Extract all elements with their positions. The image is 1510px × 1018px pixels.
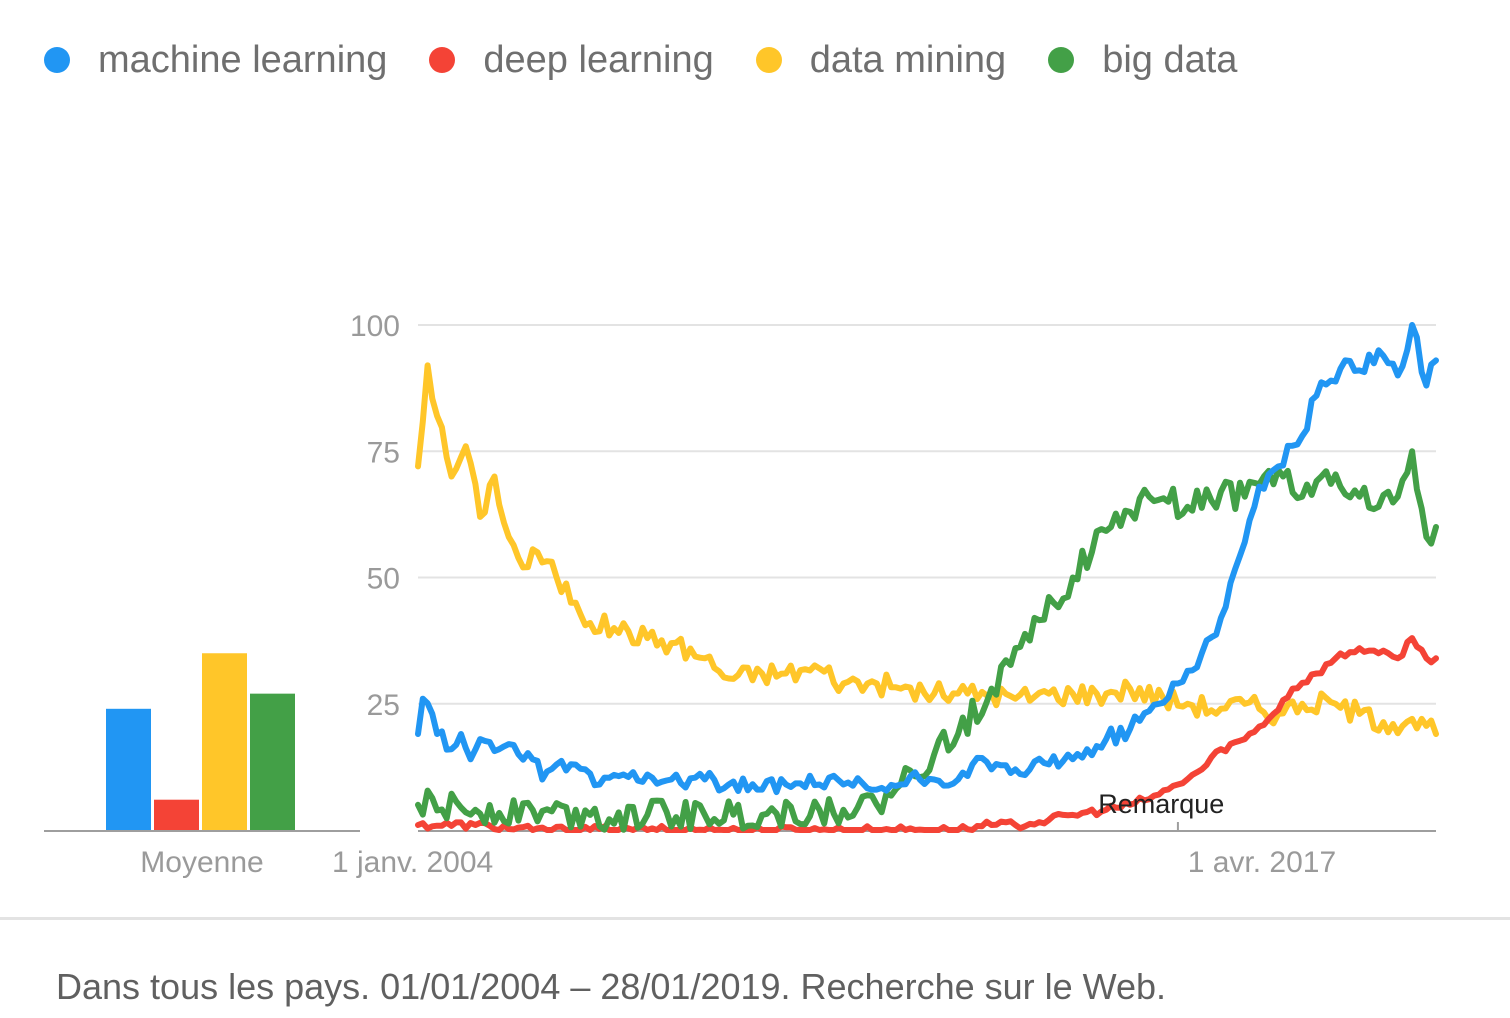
average-bar-deep-learning bbox=[154, 799, 199, 830]
x-tick-label: 1 avr. 2017 bbox=[1188, 846, 1336, 879]
average-bar-data-mining bbox=[202, 653, 247, 830]
legend-item-machine-learning[interactable]: machine learning bbox=[44, 39, 387, 82]
legend-label: data mining bbox=[809, 38, 1007, 81]
legend-item-deep-learning[interactable]: deep learning bbox=[429, 38, 714, 82]
footer-caption: Dans tous les pays. 01/01/2004 – 28/01/2… bbox=[56, 966, 1167, 1007]
series-line-big-data bbox=[415, 448, 1439, 833]
legend-label: big data bbox=[1102, 38, 1238, 81]
y-tick-label: 50 bbox=[367, 563, 400, 596]
series-line-machine-learning bbox=[415, 322, 1439, 796]
x-tick-label: 1 janv. 2004 bbox=[332, 846, 493, 879]
average-bar-machine-learning bbox=[106, 708, 151, 830]
annotation-remarque: Remarque bbox=[1098, 789, 1224, 819]
trends-chart: Moyenne 25 50 75 100 1 janv. 2004 1 avr. 2017 R… bbox=[44, 310, 1439, 879]
y-tick-label: 100 bbox=[350, 310, 400, 343]
average-axis-label: Moyenne bbox=[140, 846, 263, 879]
series-line-data-mining bbox=[415, 362, 1439, 737]
footer-divider bbox=[0, 917, 1510, 920]
legend-dot-icon bbox=[429, 47, 456, 73]
y-tick-label: 75 bbox=[367, 436, 400, 469]
legend-label: machine learning bbox=[98, 38, 388, 81]
series-line-deep-learning bbox=[415, 635, 1439, 833]
chart-legend: machine learning deep learning data mining… bbox=[44, 34, 1279, 86]
legend-label: deep learning bbox=[483, 38, 714, 81]
average-bar-big-data bbox=[250, 693, 295, 830]
legend-item-data-mining[interactable]: data mining bbox=[755, 38, 1007, 82]
y-tick-label: 25 bbox=[367, 689, 400, 722]
legend-dot-icon bbox=[44, 47, 70, 73]
legend-item-big-data[interactable]: big data bbox=[1048, 39, 1237, 82]
legend-dot-icon bbox=[755, 47, 782, 73]
legend-dot-icon bbox=[1048, 47, 1075, 73]
